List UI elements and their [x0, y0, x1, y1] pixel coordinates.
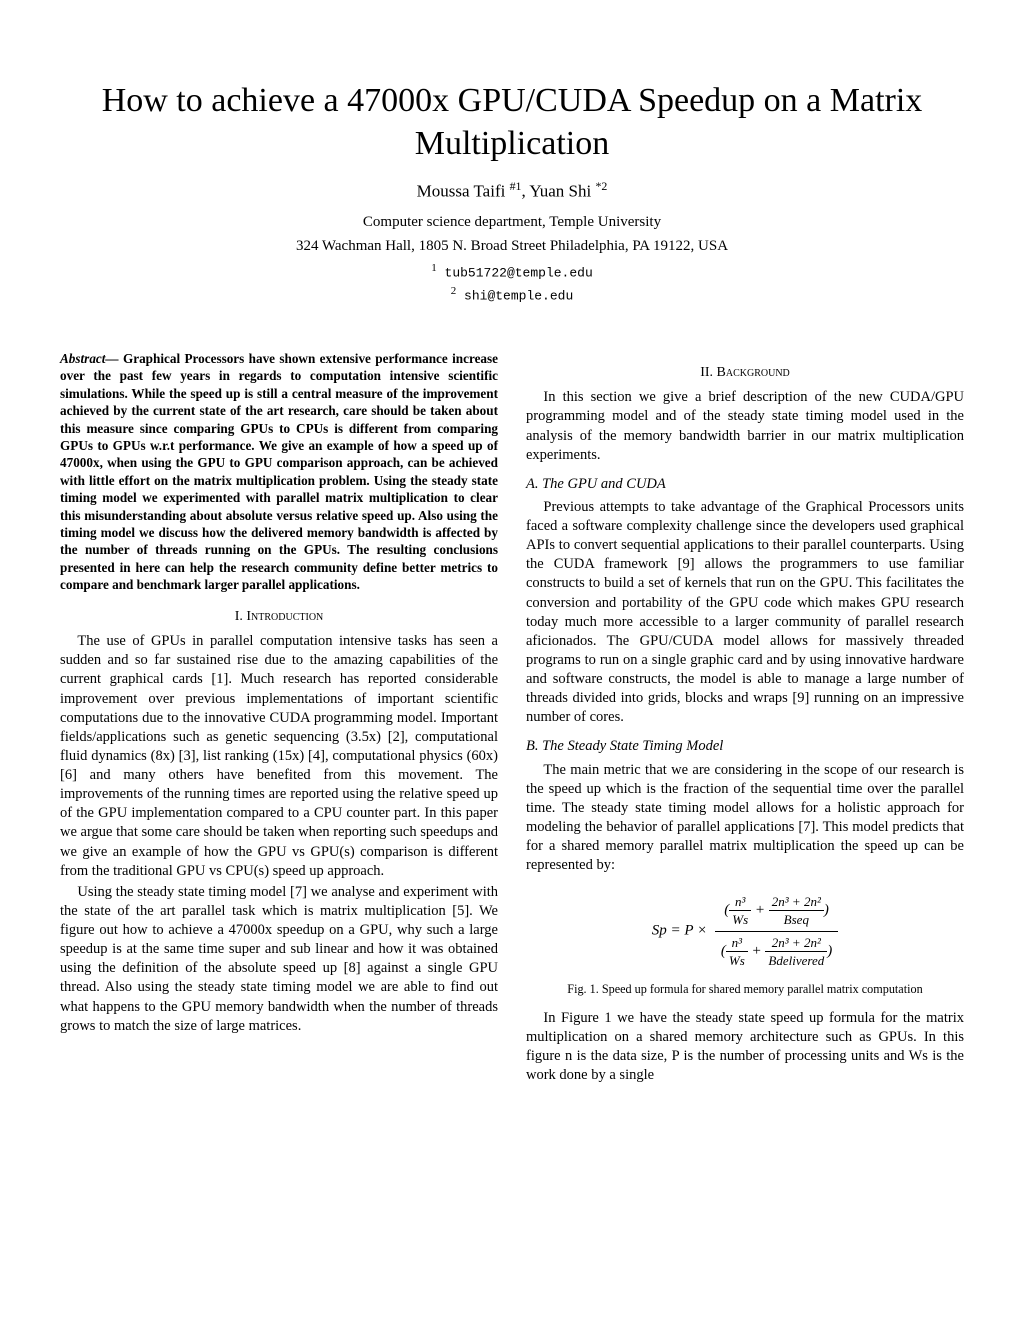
authors-line: Moussa Taifi #1, Yuan Shi *2 [60, 179, 964, 202]
formula-lhs: Sp = P × [652, 923, 707, 939]
email1-sup: 1 [431, 262, 437, 274]
subsection-2b-heading: B. The Steady State Timing Model [526, 737, 964, 756]
email2: shi@temple.edu [464, 288, 573, 303]
section-1-para-2: Using the steady state timing model [7] … [60, 883, 498, 1036]
right-column: II. Background In this section we give a… [526, 350, 964, 1088]
two-column-body: Abstract— Graphical Processors have show… [60, 350, 964, 1088]
section-2-intro: In this section we give a brief descript… [526, 388, 964, 465]
affiliation-address: 324 Wachman Hall, 1805 N. Broad Street P… [60, 236, 964, 256]
email1: tub51722@temple.edu [445, 265, 593, 280]
abstract-text: Graphical Processors have shown extensiv… [60, 351, 498, 592]
formula-main-fraction: (n³Ws + 2n³ + 2n²Bseq) (n³Ws + 2n³ + 2n²… [715, 891, 838, 971]
section-1-para-1: The use of GPUs in parallel computation … [60, 632, 498, 881]
speedup-formula: Sp = P × (n³Ws + 2n³ + 2n²Bseq) (n³Ws + … [526, 891, 964, 971]
section-1-heading: I. Introduction [60, 608, 498, 626]
email-block: 1 tub51722@temple.edu 2 shi@temple.edu [60, 260, 964, 306]
left-column: Abstract— Graphical Processors have show… [60, 350, 498, 1088]
abstract: Abstract— Graphical Processors have show… [60, 350, 498, 594]
paper-title: How to achieve a 47000x GPU/CUDA Speedup… [60, 80, 964, 165]
figure-1-caption: Fig. 1. Speed up formula for shared memo… [546, 981, 944, 997]
email2-sup: 2 [451, 285, 457, 297]
subsection-2a-para: Previous attempts to take advantage of t… [526, 498, 964, 728]
section-2-heading: II. Background [526, 364, 964, 382]
subsection-2b-para-1: The main metric that we are considering … [526, 761, 964, 876]
affiliation-dept: Computer science department, Temple Univ… [60, 212, 964, 232]
subsection-2a-heading: A. The GPU and CUDA [526, 475, 964, 494]
subsection-2b-para-2: In Figure 1 we have the steady state spe… [526, 1009, 964, 1086]
abstract-lead: Abstract— [60, 351, 119, 366]
